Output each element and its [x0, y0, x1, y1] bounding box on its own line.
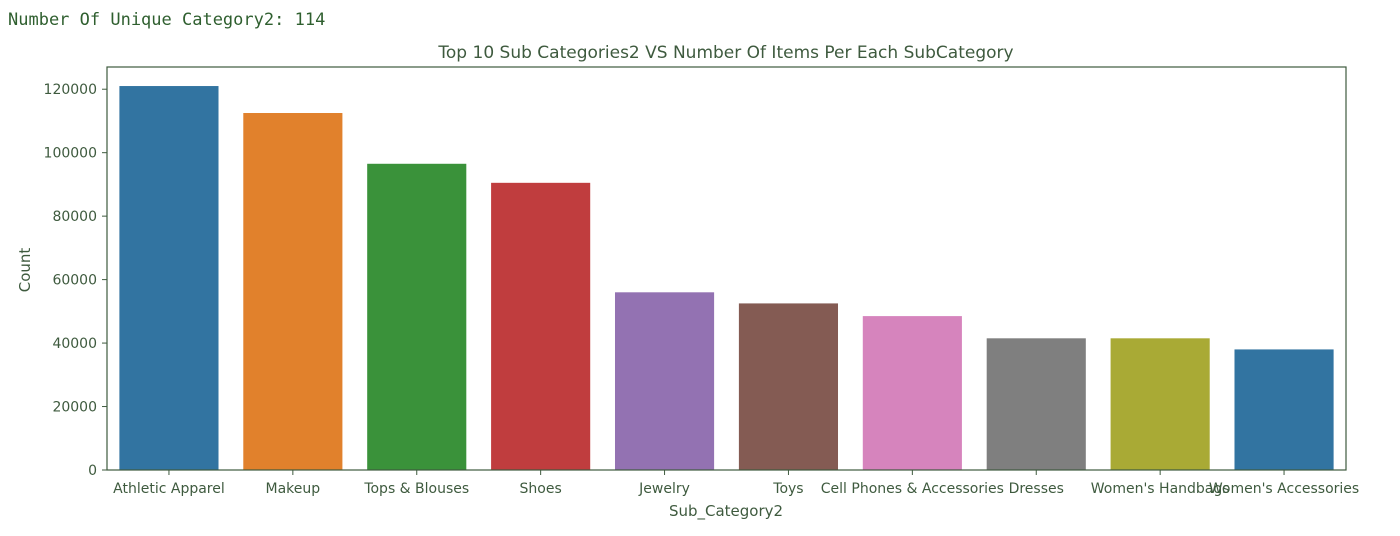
y-tick-label: 0	[88, 463, 97, 479]
x-tick-label: Women's Accessories	[1209, 481, 1359, 497]
y-tick-label: 80000	[52, 209, 97, 225]
x-tick-label: Cell Phones & Accessories	[821, 481, 1004, 497]
y-tick-label: 120000	[44, 82, 97, 98]
output-value: 114	[294, 10, 326, 30]
bar-2	[367, 163, 467, 470]
x-tick-label: Jewelry	[638, 481, 690, 497]
chart-title: Top 10 Sub Categories2 VS Number Of Item…	[437, 43, 1013, 63]
x-tick-label: Dresses	[1009, 481, 1064, 497]
y-tick-label: 100000	[44, 146, 97, 162]
y-axis-label: Count	[16, 248, 34, 293]
x-tick-label: Toys	[772, 481, 803, 497]
bar-3	[491, 182, 591, 470]
x-tick-label: Makeup	[266, 481, 321, 497]
bar-7	[986, 338, 1086, 470]
output-label: Number Of Unique Category2:	[8, 10, 285, 30]
bar-4	[614, 292, 715, 470]
x-tick-label: Athletic Apparel	[113, 481, 225, 497]
x-tick-label: Tops & Blouses	[363, 481, 469, 497]
x-tick-label: Women's Handbags	[1091, 481, 1230, 497]
plot-frame	[106, 66, 1347, 471]
bar-9	[1234, 349, 1334, 470]
y-tick-label: 20000	[52, 400, 97, 416]
x-tick-label: Shoes	[520, 481, 562, 497]
x-axis: Athletic Apparel Makeup Tops & Blouses Shoe…	[113, 470, 1359, 497]
y-tick-label: 40000	[52, 336, 97, 352]
y-tick-label: 60000	[52, 273, 97, 289]
bar-0	[119, 86, 219, 470]
output-line: Number Of Unique Category2: 114	[8, 10, 325, 30]
bar-6	[862, 316, 962, 470]
bars-layer	[119, 86, 1334, 470]
x-axis-label: Sub_Category2	[669, 502, 783, 521]
bar-8	[1110, 338, 1210, 470]
bar-1	[243, 113, 343, 470]
y-axis: 0 20000 40000 60000 80000 100000 120000	[44, 82, 107, 479]
bar-5	[738, 303, 839, 470]
